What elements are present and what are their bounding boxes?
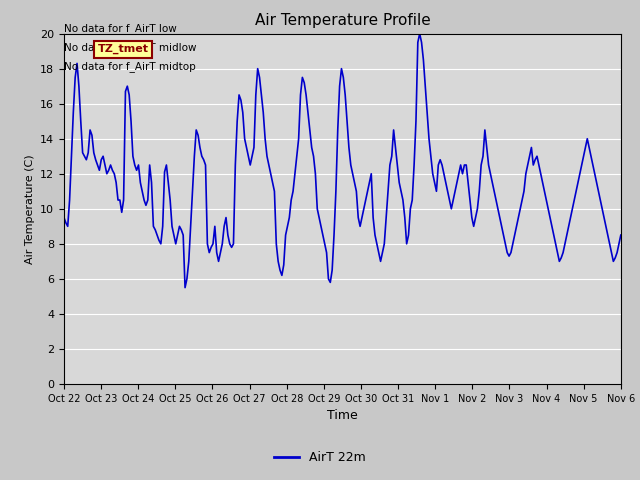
Y-axis label: Air Temperature (C): Air Temperature (C) [24,154,35,264]
Text: No data for f_AirT midlow: No data for f_AirT midlow [64,42,196,53]
Text: No data for f_AirT low: No data for f_AirT low [64,23,177,34]
Title: Air Temperature Profile: Air Temperature Profile [255,13,430,28]
Legend: AirT 22m: AirT 22m [269,446,371,469]
X-axis label: Time: Time [327,409,358,422]
Text: TZ_tmet: TZ_tmet [97,44,148,54]
Text: No data for f_AirT midtop: No data for f_AirT midtop [64,61,196,72]
